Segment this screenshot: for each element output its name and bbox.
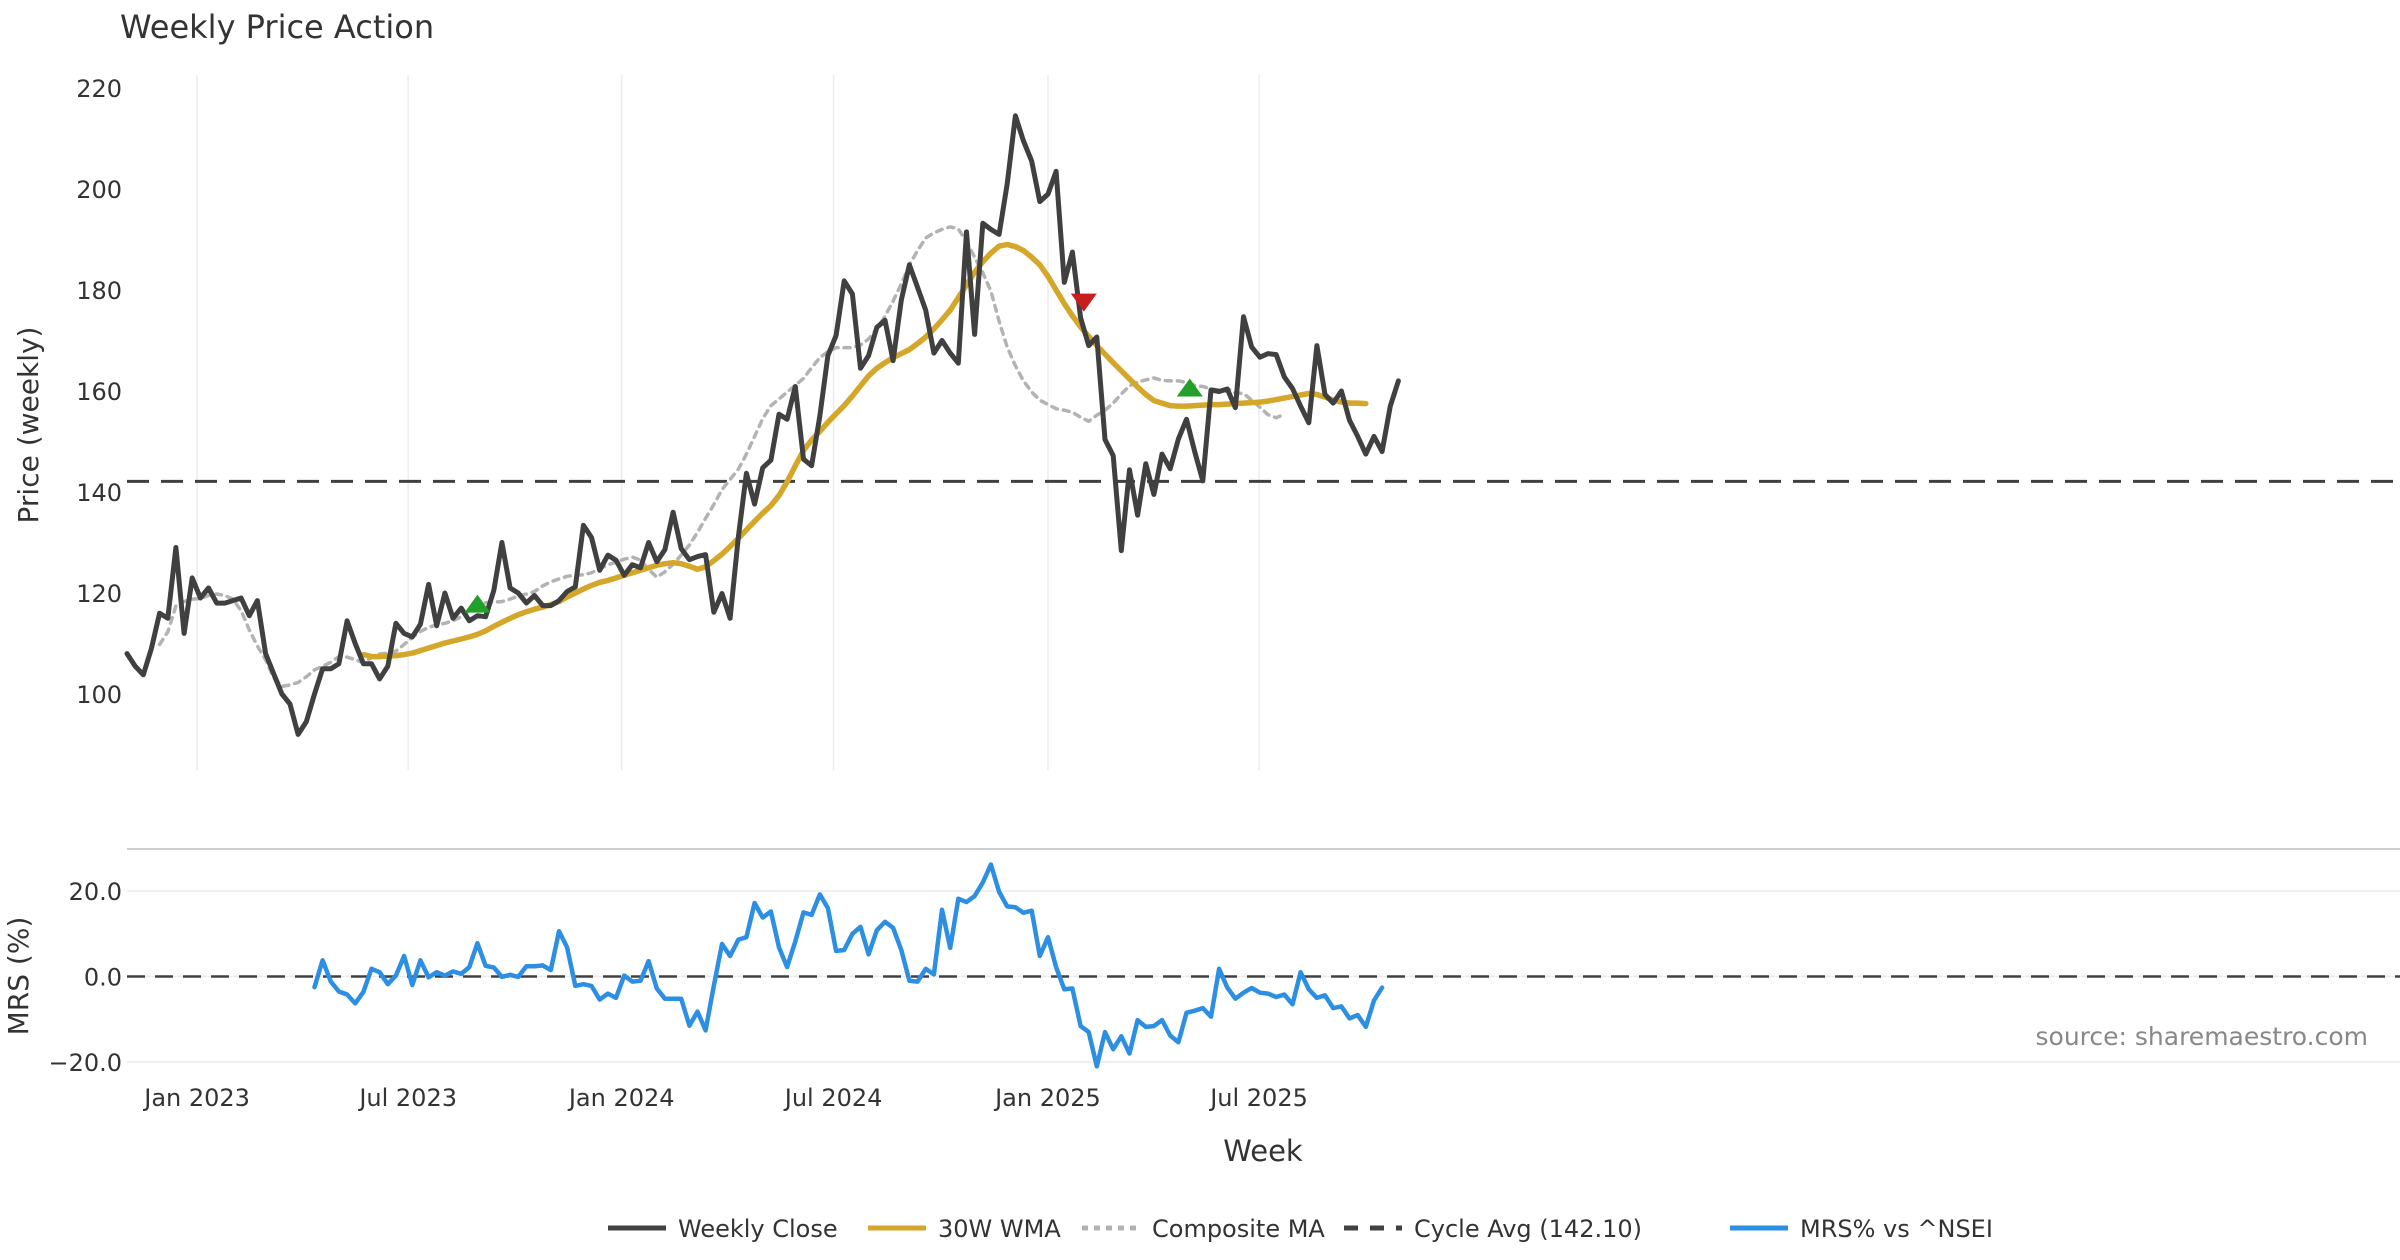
x-tick-label: Jan 2024 [567, 1084, 675, 1112]
x-tick-label: Jan 2025 [993, 1084, 1101, 1112]
x-axis-label: Week [1223, 1134, 1303, 1168]
mrs-y-tick-label: −20.0 [48, 1049, 122, 1077]
sell-signal-marker [1070, 293, 1097, 312]
source-annotation: source: sharemaestro.com [2036, 1022, 2369, 1051]
series-composite-ma [157, 225, 1287, 689]
price-y-tick-label: 200 [76, 176, 122, 204]
price-y-tick-label: 160 [76, 378, 122, 406]
buy-signal-marker [1176, 378, 1203, 397]
mrs-y-tick-label: 20.0 [69, 878, 122, 906]
buy-signal-marker [464, 594, 491, 613]
price-y-tick-label: 100 [76, 681, 122, 709]
legend-label: Composite MA [1152, 1215, 1325, 1243]
x-tick-label: Jul 2024 [783, 1084, 883, 1112]
price-y-tick-label: 180 [76, 277, 122, 305]
price-y-tick-label: 140 [76, 479, 122, 507]
series-weekly-close [124, 113, 1401, 737]
price-y-axis-ticks: 100 120 140 160 180 200 220 [76, 75, 122, 709]
price-series-group [124, 113, 2400, 737]
series-mrs-vs-nsei [312, 862, 1385, 1069]
legend-label: MRS% vs ^NSEI [1800, 1215, 1993, 1243]
price-y-tick-label: 220 [76, 75, 122, 103]
legend: Weekly Close 30W WMA Composite MA Cycle Avg… [608, 1215, 1993, 1243]
x-tick-label: Jan 2023 [142, 1084, 250, 1112]
mrs-y-axis-label: MRS (%) [2, 917, 35, 1036]
price-y-tick-label: 120 [76, 580, 122, 608]
x-tick-label: Jul 2023 [357, 1084, 457, 1112]
x-tick-label: Jul 2025 [1208, 1084, 1308, 1112]
mrs-series-group [312, 862, 1385, 1069]
price-markers-group [464, 293, 1203, 613]
chart-title: Weekly Price Action [120, 8, 434, 46]
mrs-y-axis-ticks: −20.0 0.0 20.0 [48, 878, 122, 1077]
mrs-y-tick-label: 0.0 [84, 964, 122, 992]
series-30w-wma [360, 241, 1369, 660]
price-y-axis-label: Price (weekly) [12, 327, 45, 524]
legend-label: Cycle Avg (142.10) [1414, 1215, 1642, 1243]
x-axis-ticks: Jan 2023 Jul 2023 Jan 2024 Jul 2024 Jan 2025… [142, 1084, 1308, 1112]
legend-label: 30W WMA [938, 1215, 1061, 1243]
legend-label: Weekly Close [678, 1215, 838, 1243]
